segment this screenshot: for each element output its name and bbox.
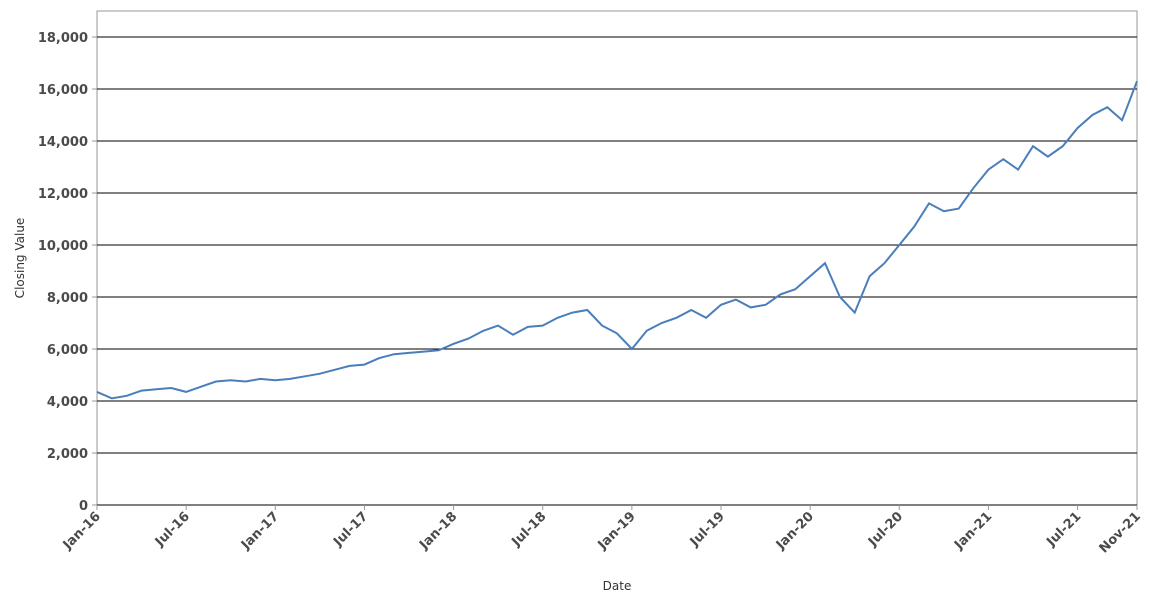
y-tick-label: 16,000 bbox=[38, 83, 88, 98]
x-tick-label: Jan-21 bbox=[951, 509, 995, 553]
y-tick-label: 12,000 bbox=[38, 187, 88, 202]
x-tick-label: Jan-19 bbox=[595, 509, 639, 553]
y-tick-label: 0 bbox=[79, 499, 88, 514]
plot-frame bbox=[96, 10, 1138, 506]
line bbox=[96, 80, 1138, 400]
x-tick-label: Jul-18 bbox=[508, 509, 549, 550]
x-tick-label: Jan-20 bbox=[773, 509, 817, 553]
x-tick-label: Nov-21 bbox=[1097, 509, 1144, 556]
y-tick-label: 14,000 bbox=[38, 135, 88, 150]
y-tick-label: 10,000 bbox=[38, 239, 88, 254]
x-tick-label: Jan-17 bbox=[238, 509, 282, 553]
x-tick-label: Jul-16 bbox=[152, 509, 193, 550]
y-axis-title: Closing Value bbox=[13, 218, 27, 299]
x-tick-label: Jul-19 bbox=[687, 509, 728, 550]
x-tick-label: Jul-21 bbox=[1043, 509, 1084, 550]
x-axis-title: Date bbox=[603, 579, 632, 593]
x-tick-label: Jul-17 bbox=[330, 509, 371, 550]
x-tick-label: Jan-18 bbox=[416, 509, 460, 553]
y-tick-label: 2,000 bbox=[47, 447, 88, 462]
x-tick-label: Jan-16 bbox=[60, 509, 104, 553]
y-tick-label: 8,000 bbox=[47, 291, 88, 306]
y-tick-label: 6,000 bbox=[47, 343, 88, 358]
x-tick-label: Jul-20 bbox=[865, 509, 906, 550]
y-tick-label: 4,000 bbox=[47, 395, 88, 410]
y-tick-label: 18,000 bbox=[38, 31, 88, 46]
